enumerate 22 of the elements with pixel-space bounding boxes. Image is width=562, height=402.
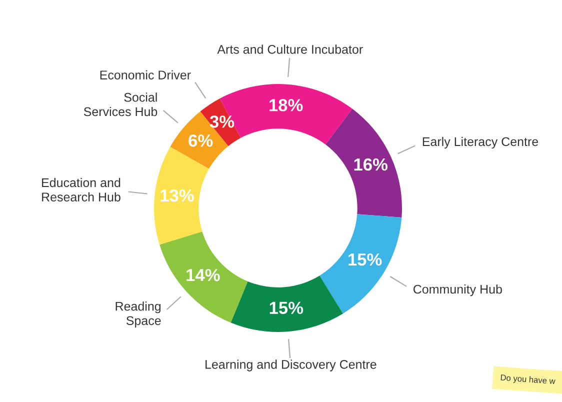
donut-slice [154, 146, 209, 245]
data-label: 3% [210, 115, 234, 128]
donut-slice [160, 231, 248, 323]
donut-slice [326, 108, 402, 218]
donut-slice [230, 276, 343, 332]
slice-label: Early Literacy Centre [422, 136, 538, 149]
data-label: 15% [348, 253, 382, 266]
slice-label: Education and Research Hub [42, 178, 120, 202]
text: Do you have w [500, 374, 556, 386]
slice-label: Social Services Hub [84, 92, 158, 116]
slice-label: Learning and Discovery Centre [206, 360, 376, 372]
data-label: 13% [160, 189, 194, 202]
data-label: 18% [270, 98, 303, 112]
data-label: 15% [270, 302, 304, 314]
slice-label: Arts and Culture Incubator [217, 44, 363, 54]
slice-label: Community Hub [413, 284, 502, 296]
data-label: 16% [354, 158, 388, 171]
donut-slice [320, 214, 402, 314]
slice-label: Economic Driver [100, 70, 191, 80]
data-label: 6% [188, 134, 213, 147]
data-label: 14% [186, 268, 220, 282]
slice-label: Reading Space [116, 302, 161, 328]
